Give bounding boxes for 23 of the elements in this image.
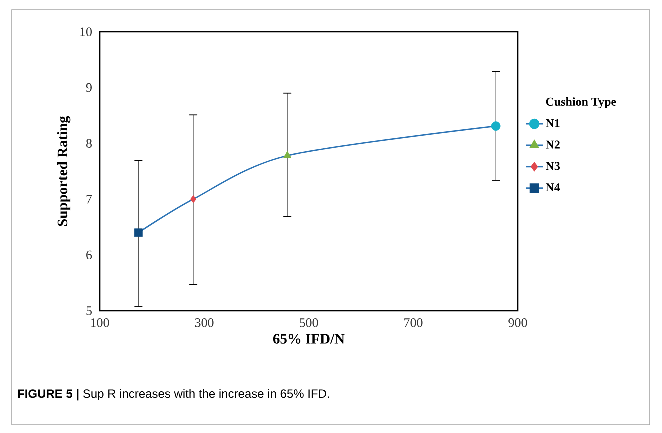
y-tick-label: 9 <box>86 83 92 92</box>
y-tick-label: 8 <box>86 139 92 148</box>
x-tick-label: 700 <box>404 318 423 328</box>
x-tick-label: 500 <box>300 318 318 328</box>
point <box>134 228 143 238</box>
point <box>491 122 501 131</box>
legend-label: N3 <box>546 162 560 170</box>
point <box>190 195 197 204</box>
y-tick-label: 5 <box>86 306 92 316</box>
legend-label: N4 <box>546 184 560 192</box>
x-tick-label: 300 <box>195 318 214 328</box>
x-tick-label: 900 <box>508 318 528 328</box>
x-axis-title: 65% IFD/N <box>273 334 345 344</box>
legend-title: Cushion Type <box>546 98 616 108</box>
text: FIGURE 5 | Sup R increases with the increase in 65% IFD. <box>18 389 330 401</box>
legend-label: N2 <box>546 140 560 149</box>
x-tick-label: 100 <box>91 318 110 328</box>
y-tick-label: 7 <box>86 195 92 204</box>
y-tick-label: 10 <box>80 28 92 36</box>
legend-label: N1 <box>546 119 560 128</box>
point <box>283 151 292 158</box>
y-tick-label: 6 <box>86 250 92 260</box>
y-axis-title: Supported Rating <box>57 116 71 226</box>
